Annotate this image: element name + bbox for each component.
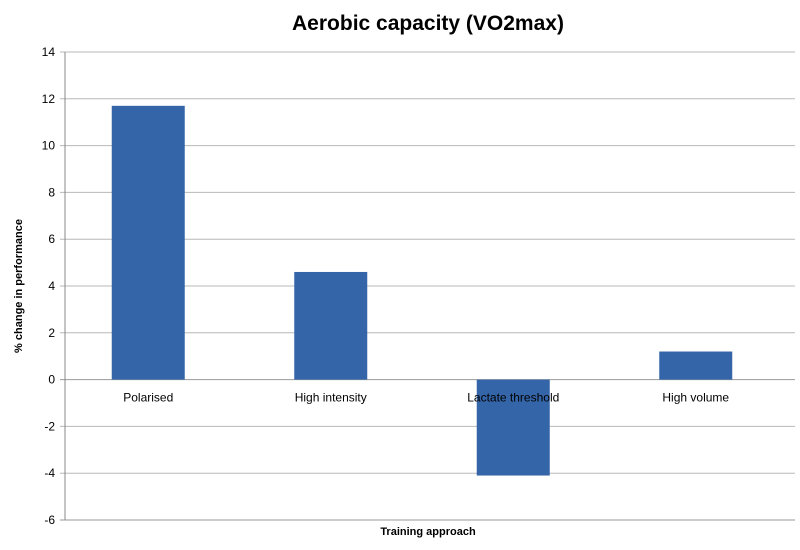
category-labels: Polarised High intensity Lactate threshold… xyxy=(123,391,729,405)
category-label: Lactate threshold xyxy=(467,391,559,405)
y-tick-label: 14 xyxy=(42,45,56,59)
y-axis-label: % change in performance xyxy=(13,219,25,353)
chart-title: Aerobic capacity (VO2max) xyxy=(292,12,564,35)
y-tick-labels: -6 -4 -2 0 2 4 6 8 10 12 14 xyxy=(42,45,56,527)
x-axis-label: Training approach xyxy=(380,526,476,538)
bars xyxy=(111,105,733,476)
y-tick-label: 12 xyxy=(42,92,56,106)
y-tick-label: -6 xyxy=(44,513,55,527)
y-tick-label: 2 xyxy=(48,326,55,340)
bar-polarised xyxy=(111,105,185,380)
y-tick-label: -2 xyxy=(44,419,55,433)
y-tick-label: 0 xyxy=(48,373,55,387)
category-label: Polarised xyxy=(123,391,173,405)
y-tick-label: 10 xyxy=(42,139,56,153)
bar-high-intensity xyxy=(294,271,368,380)
y-tick-label: -4 xyxy=(44,466,55,480)
category-label: High intensity xyxy=(295,391,367,405)
bar-lactate-threshold xyxy=(476,379,550,476)
category-label: High volume xyxy=(662,391,729,405)
y-tick-label: 4 xyxy=(48,279,55,293)
y-tick-label: 6 xyxy=(48,232,55,246)
bar-high-volume xyxy=(659,351,733,380)
y-tick-label: 8 xyxy=(48,185,55,199)
